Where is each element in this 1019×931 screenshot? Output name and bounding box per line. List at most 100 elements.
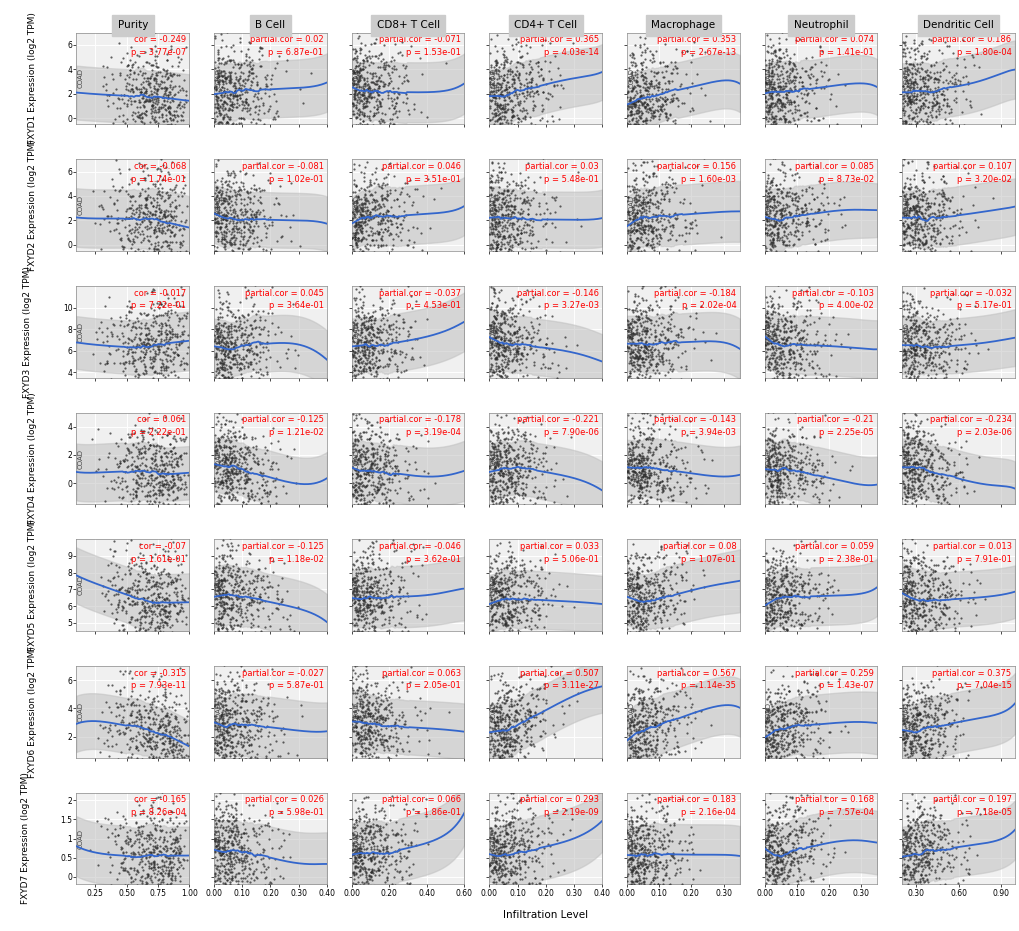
Point [672,466,688,481]
Point [353,681,369,695]
Point [927,227,944,242]
Point [794,376,810,391]
Point [158,862,174,877]
Point [380,331,396,345]
Point [166,350,182,365]
Point [139,566,155,581]
Point [901,188,917,203]
Point [764,755,781,770]
Point [636,475,652,490]
Point [623,689,639,704]
Point [489,83,505,98]
Point [627,106,643,121]
Point [233,77,250,92]
Point [484,335,500,350]
Point [481,204,497,219]
Point [109,871,125,886]
Point [894,692,910,707]
Point [514,700,530,715]
Point [131,478,148,492]
Point [158,843,174,858]
Point [496,194,513,209]
Point [635,876,651,891]
Point [675,196,691,210]
Point [919,79,935,94]
Point [107,632,123,647]
Point [812,471,828,486]
Point [501,230,518,245]
Point [502,608,519,623]
Point [494,362,511,377]
Point [393,160,410,175]
Point [914,237,930,252]
Point [504,351,521,366]
Point [113,88,129,102]
Point [765,440,782,455]
Point [361,827,377,842]
Point [899,91,915,106]
Point [368,691,384,706]
Point [351,84,367,99]
Point [756,704,772,719]
Point [260,103,276,118]
Point [136,376,152,391]
Point [219,480,235,495]
Point [123,684,140,699]
Point [759,309,775,324]
Point [132,344,149,358]
Point [396,453,413,468]
Point [128,750,145,765]
Point [350,464,366,479]
Point [772,184,789,199]
Point [486,322,502,337]
Point [224,420,240,435]
Point [764,446,781,461]
Point [680,320,696,335]
Point [761,603,777,618]
Point [641,877,657,892]
Point [382,212,398,227]
Point [628,123,644,138]
Point [633,695,649,709]
Point [523,341,539,356]
Point [175,319,192,334]
Point [904,708,920,722]
Point [369,752,385,767]
Point [902,186,918,201]
Point [650,840,666,855]
Point [927,55,944,70]
Point [779,433,795,448]
Point [392,233,409,248]
Point [364,344,380,359]
Point [510,843,526,857]
Point [210,123,226,138]
Point [367,561,383,576]
Point [649,468,665,483]
Point [902,883,918,897]
Point [124,232,141,247]
Point [934,98,951,113]
Point [630,452,646,467]
Point [158,52,174,67]
Point [659,878,676,893]
Point [917,317,933,331]
Point [506,758,523,773]
Point [943,716,959,731]
Point [126,808,143,823]
Point [631,361,647,376]
Point [495,461,512,476]
Point [267,709,283,724]
Point [152,718,168,733]
Point [904,240,920,255]
Point [483,609,499,624]
Point [774,722,791,737]
Point [495,524,512,539]
Point [796,314,812,329]
Point [374,114,390,128]
Point [99,60,115,74]
Point [266,882,282,897]
Point [918,19,934,34]
Point [522,824,538,839]
Point [175,123,192,138]
Point [635,863,651,878]
